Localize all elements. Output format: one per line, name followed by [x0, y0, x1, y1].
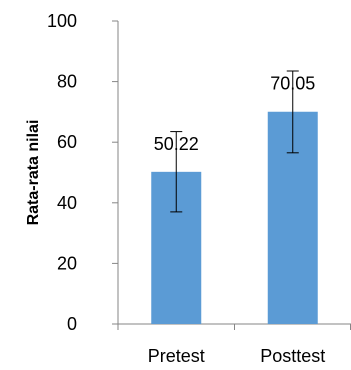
x-tick-label-posttest: Posttest: [260, 346, 325, 366]
x-axis-ticks: Pretest Posttest: [148, 346, 326, 366]
y-tick-label: 100: [47, 11, 77, 31]
y-tick-label: 20: [57, 253, 77, 273]
y-axis-label: Rata-rata nilai: [25, 120, 42, 226]
y-tick-label: 60: [57, 132, 77, 152]
data-label-pretest: 50.22: [154, 134, 199, 154]
y-tick-label: 80: [57, 72, 77, 92]
data-label-posttest: 70.05: [270, 74, 315, 94]
y-tick-label: 40: [57, 193, 77, 213]
x-tick-label-pretest: Pretest: [148, 346, 205, 366]
data-labels: 50.22 70.05: [154, 74, 316, 154]
y-axis-ticks: 0 20 40 60 80 100: [47, 11, 77, 334]
y-tick-label: 0: [67, 314, 77, 334]
chart-marks: [112, 20, 351, 330]
